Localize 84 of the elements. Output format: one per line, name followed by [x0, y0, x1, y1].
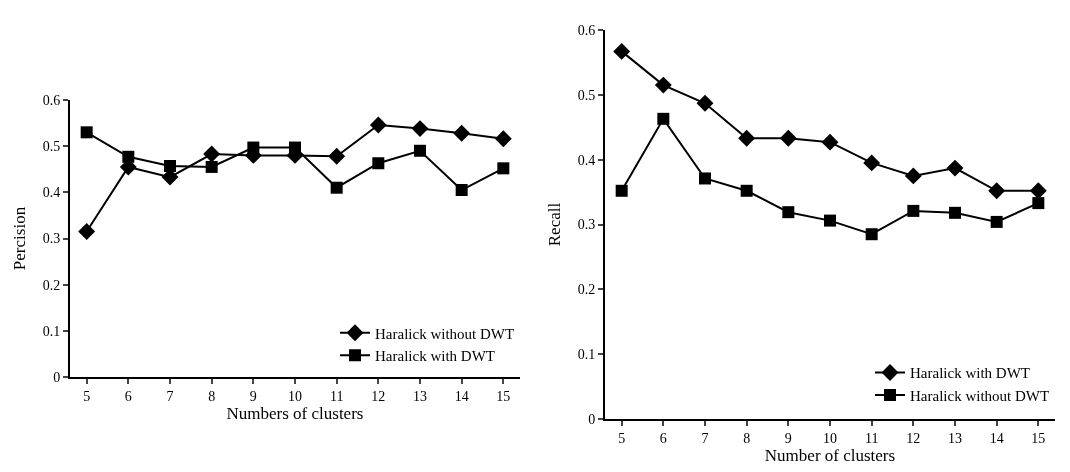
point — [247, 141, 260, 154]
point — [453, 124, 471, 142]
y-tick-label: 0.2 — [577, 282, 596, 298]
x-tick-label: 9 — [784, 430, 792, 446]
x-tick-label: 10 — [823, 430, 837, 446]
point — [657, 112, 670, 125]
point — [863, 154, 881, 172]
point — [494, 130, 512, 148]
point — [615, 184, 628, 197]
point — [289, 141, 301, 154]
y-tick-label: 0 — [588, 411, 596, 427]
point — [414, 144, 426, 157]
x-tick-label: 13 — [413, 388, 427, 404]
x-tick-label: 8 — [208, 388, 216, 404]
point — [122, 150, 135, 163]
point — [328, 147, 346, 165]
point — [497, 162, 510, 175]
x-tick-label: 5 — [618, 430, 626, 446]
point — [904, 167, 922, 185]
point — [782, 206, 795, 219]
point — [411, 120, 429, 138]
x-tick-label: 15 — [1031, 430, 1046, 446]
y-tick-label: 0.3 — [577, 217, 596, 233]
x-tick-label: 6 — [659, 430, 667, 446]
point — [654, 76, 672, 94]
y-tick-label: 0.3 — [42, 231, 61, 247]
x-tick-label: 13 — [948, 430, 962, 446]
x-tick-label: 7 — [701, 430, 709, 446]
point — [1029, 182, 1047, 200]
point — [372, 157, 385, 170]
point — [1032, 197, 1045, 210]
point — [865, 228, 878, 241]
point — [455, 184, 468, 197]
point — [949, 206, 961, 219]
x-tick-label: 14 — [454, 388, 469, 404]
x-tick-label: 10 — [288, 388, 302, 404]
point — [821, 133, 839, 151]
legend-label: Haralick without DWT — [910, 387, 1050, 404]
point — [779, 129, 797, 147]
x-tick-label: 12 — [371, 388, 386, 404]
point — [907, 204, 920, 217]
y-tick-label: 0.5 — [577, 87, 596, 103]
point — [699, 172, 711, 185]
x-tick-label: 14 — [989, 430, 1004, 446]
x-axis-title: Numbers of clusters — [226, 403, 364, 423]
y-tick-label: 0 — [53, 369, 61, 385]
point — [824, 214, 836, 227]
point — [738, 129, 756, 147]
y-tick-label: 0.2 — [42, 277, 61, 293]
x-tick-label: 15 — [496, 388, 511, 404]
point — [330, 181, 343, 194]
point — [80, 126, 93, 139]
point — [164, 160, 176, 173]
point — [205, 160, 218, 173]
y-axis-title: Percision — [10, 206, 29, 271]
point — [696, 94, 714, 112]
legend-label: Haralick with DWT — [375, 348, 495, 365]
legend-label: Haralick with DWT — [910, 365, 1030, 382]
point — [78, 223, 96, 241]
x-tick-label: 12 — [906, 430, 921, 446]
x-tick-label: 5 — [83, 388, 91, 404]
y-tick-label: 0.1 — [577, 347, 596, 363]
y-tick-label: 0.4 — [42, 185, 61, 201]
y-tick-label: 0.4 — [577, 152, 596, 168]
x-tick-label: 9 — [249, 388, 257, 404]
y-tick-label: 0.6 — [577, 22, 596, 38]
x-tick-label: 7 — [166, 388, 174, 404]
x-tick-label: 11 — [864, 430, 879, 446]
y-tick-label: 0.1 — [42, 323, 61, 339]
point — [946, 159, 964, 177]
point — [740, 184, 753, 197]
point — [613, 42, 631, 60]
point — [988, 182, 1006, 200]
x-tick-label: 11 — [329, 388, 344, 404]
y-axis-title: Recall — [545, 202, 564, 247]
x-axis-title: Number of clusters — [764, 445, 896, 465]
point — [990, 215, 1003, 228]
x-tick-label: 8 — [743, 430, 751, 446]
y-tick-label: 0.6 — [42, 92, 61, 108]
legend-label: Haralick without DWT — [375, 325, 515, 342]
point — [203, 145, 221, 163]
y-tick-label: 0.5 — [42, 139, 61, 155]
x-tick-label: 6 — [124, 388, 132, 404]
point — [369, 116, 387, 134]
